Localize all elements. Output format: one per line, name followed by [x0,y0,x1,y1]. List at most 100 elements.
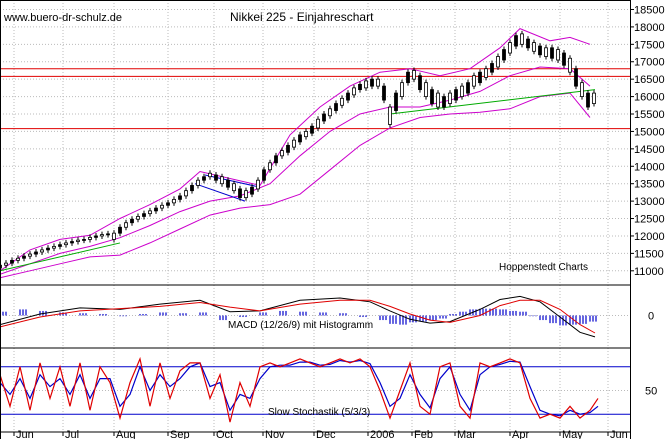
candle-body [490,63,494,73]
trendline [0,242,121,272]
candle-body [220,176,224,185]
candle-body [394,92,398,111]
candle-body [568,57,572,73]
candle-body [82,239,86,241]
x-tick-label: Aug [116,429,136,439]
candle-body [124,222,128,228]
candle-body [58,244,62,247]
candle-body [370,78,374,87]
x-tick-label: Nov [265,429,285,439]
candle-body [460,85,464,97]
price-y-tick-label: 11000 [634,266,664,278]
candle-body [112,232,116,240]
candle-body [172,198,176,204]
envelope-line [0,92,591,279]
candle-body [166,202,170,206]
candle-body [424,82,428,97]
candle-body [514,35,518,47]
macd-line [0,295,596,338]
candle-body [46,247,50,251]
candle-body [556,49,560,61]
price-y-tick-label: 12000 [634,231,665,243]
candle-body [22,255,26,259]
candle-body [142,213,146,217]
x-tick-label: Sep [170,429,190,439]
candle-body [70,241,74,244]
candle-body [448,92,452,104]
chart-title: Nikkei 225 - Einjahreschart [230,10,374,24]
candle-body [478,71,482,84]
candle-body [256,179,260,190]
watermark: www.buero-dr-schulz.de [3,12,122,24]
price-y-tick-label: 13500 [634,179,665,191]
candle-body [334,103,338,111]
stoch-y-tick-label: 50 [645,386,657,398]
candle-body [238,188,242,199]
trendline [194,183,246,202]
candle-body [298,134,302,143]
grid [0,0,630,432]
candle-body [40,249,44,253]
price-y-tick-label: 16500 [634,74,665,86]
candle-body [346,92,350,101]
candle-body [208,172,212,178]
axes: Jun Jul Aug Sep Oct Nov Dec 2006 Feb Mar Apr May Jun… [0,4,665,441]
candle-body [250,186,254,195]
candle-body [292,139,296,148]
candle-body [100,234,104,237]
candle-body [64,242,68,246]
macd-signal-line [0,299,596,334]
trendline [389,89,596,115]
candle-body [304,131,308,138]
x-tick-label: Dec [316,429,336,439]
price-y-tick-label: 18500 [634,4,665,16]
candle-body [592,92,596,104]
macd-y-tick-label: 0 [648,311,654,323]
candle-body [388,106,392,125]
candle-body [94,235,98,238]
x-tick-label: Feb [414,429,433,439]
candle-body [154,207,158,212]
candle-body [496,56,500,68]
candle-body [28,253,32,257]
candle-body [310,125,314,134]
candle-body [406,71,410,84]
stochastic-label: Slow Stochastik (5/3/3) [268,407,370,418]
candle-body [226,179,230,188]
x-tick-label: Apr [512,429,529,439]
candle-body [526,38,530,49]
price-y-tick-label: 13000 [634,196,665,208]
x-tick-label: Jun [16,429,34,439]
candle-body [148,210,152,215]
candle-body [316,118,320,129]
x-tick-label: Jun [610,429,628,439]
candle-body [268,162,272,171]
stoch-k-line [0,356,599,423]
candle-body [136,216,140,220]
price-y-tick-label: 14500 [634,144,665,156]
candle-body [574,68,578,87]
candle-body [376,78,380,87]
price-y-tick-label: 16000 [634,92,665,104]
candle-body [286,144,290,153]
candle-body [502,49,506,61]
x-tick-label: Oct [216,429,233,439]
stoch-d-line [0,359,599,417]
candle-body [430,89,434,104]
candle-body [4,262,8,266]
candle-body [52,246,56,249]
candle-body [550,47,554,59]
price-y-tick-label: 18000 [634,22,665,34]
candle-body [196,179,200,186]
envelope-line [0,66,591,275]
price-y-tick-label: 15000 [634,126,665,138]
candle-body [520,33,524,45]
candle-body [34,251,38,255]
x-tick-label: Jul [65,429,79,439]
candle-body [544,47,548,57]
price-y-tick-label: 15500 [634,109,665,121]
price-panel [0,28,630,279]
candle-body [88,236,92,240]
